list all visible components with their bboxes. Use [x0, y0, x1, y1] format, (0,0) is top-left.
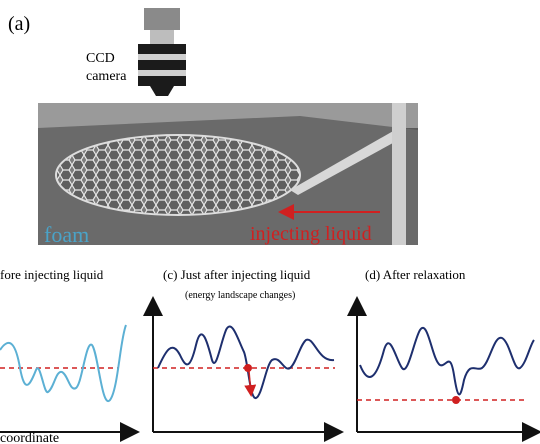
- panel-label: (a): [8, 13, 30, 35]
- ccd-camera-icon: [138, 8, 186, 96]
- camera-label: camera: [86, 69, 127, 84]
- panel-title: (d) After relaxation: [365, 267, 466, 282]
- panel-title: (c) Just after injecting liquid: [163, 267, 311, 282]
- energy-curve: [0, 324, 127, 402]
- panel-subtitle: (energy landscape changes): [185, 290, 295, 301]
- energy-curve: [157, 325, 335, 400]
- injection-label: injecting liquid: [250, 223, 372, 245]
- camera-label: CCD: [86, 51, 115, 66]
- panel-title: fore injecting liquid: [0, 267, 104, 282]
- state-arrow: [244, 370, 257, 397]
- axis-label: coordinate: [0, 431, 59, 444]
- state-dot: [452, 396, 460, 404]
- energy-curve: [359, 326, 535, 396]
- photo: [38, 103, 418, 245]
- state-dot: [244, 364, 252, 372]
- foam-label: foam: [44, 222, 89, 247]
